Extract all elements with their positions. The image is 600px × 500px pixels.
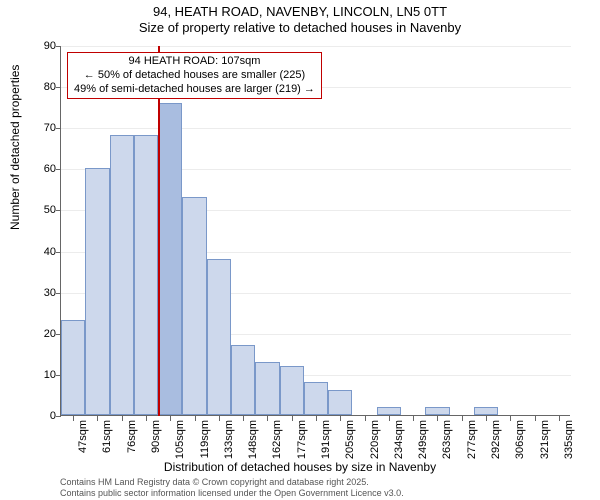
ytick-label: 80 (16, 81, 56, 93)
annotation-line-3: 49% of semi-detached houses are larger (… (74, 83, 315, 97)
ytick-label: 40 (16, 246, 56, 258)
gridline (61, 128, 571, 129)
xtick-mark (389, 416, 390, 421)
xtick-mark (316, 416, 317, 421)
title-line-2: Size of property relative to detached ho… (0, 20, 600, 36)
ytick-label: 50 (16, 204, 56, 216)
ytick-mark (56, 416, 61, 417)
bar (182, 197, 206, 415)
bar (158, 103, 182, 415)
ytick-mark (56, 169, 61, 170)
ytick-label: 20 (16, 328, 56, 340)
bar (231, 345, 255, 415)
xtick-mark (365, 416, 366, 421)
title-line-1: 94, HEATH ROAD, NAVENBY, LINCOLN, LN5 0T… (0, 4, 600, 20)
xtick-mark (559, 416, 560, 421)
xtick-mark (243, 416, 244, 421)
ytick-mark (56, 46, 61, 47)
footer-line-1: Contains HM Land Registry data © Crown c… (60, 477, 404, 487)
xtick-mark (73, 416, 74, 421)
xtick-mark (462, 416, 463, 421)
xtick-mark (146, 416, 147, 421)
bar (207, 259, 231, 415)
footer-line-2: Contains public sector information licen… (60, 488, 404, 498)
xtick-mark (219, 416, 220, 421)
ytick-mark (56, 252, 61, 253)
highlight-line (158, 46, 160, 416)
gridline (61, 46, 571, 47)
bar (328, 390, 352, 415)
annotation-box: 94 HEATH ROAD: 107sqm← 50% of detached h… (67, 52, 322, 99)
xtick-mark (486, 416, 487, 421)
x-axis-label: Distribution of detached houses by size … (0, 460, 600, 474)
bar (255, 362, 279, 415)
bar (304, 382, 328, 415)
xtick-mark (195, 416, 196, 421)
xtick-mark (97, 416, 98, 421)
ytick-label: 70 (16, 122, 56, 134)
xtick-mark (510, 416, 511, 421)
ytick-mark (56, 210, 61, 211)
bar (110, 135, 134, 415)
bar (85, 168, 109, 415)
ytick-mark (56, 87, 61, 88)
annotation-line-1: 94 HEATH ROAD: 107sqm (74, 55, 315, 69)
bar (134, 135, 158, 415)
chart: 010203040506070809047sqm61sqm76sqm90sqm1… (60, 46, 570, 416)
bar (425, 407, 449, 415)
ytick-label: 10 (16, 369, 56, 381)
xtick-mark (340, 416, 341, 421)
bar (474, 407, 498, 415)
ytick-label: 60 (16, 163, 56, 175)
annotation-line-2: ← 50% of detached houses are smaller (22… (74, 69, 315, 83)
xtick-mark (170, 416, 171, 421)
xtick-mark (413, 416, 414, 421)
ytick-mark (56, 293, 61, 294)
bar (377, 407, 401, 415)
xtick-mark (267, 416, 268, 421)
xtick-mark (122, 416, 123, 421)
ytick-label: 30 (16, 287, 56, 299)
ytick-label: 90 (16, 40, 56, 52)
footer-attribution: Contains HM Land Registry data © Crown c… (60, 477, 404, 498)
xtick-mark (437, 416, 438, 421)
ytick-label: 0 (16, 410, 56, 422)
bar (280, 366, 304, 415)
xtick-mark (292, 416, 293, 421)
bar (61, 320, 85, 415)
ytick-mark (56, 128, 61, 129)
xtick-mark (535, 416, 536, 421)
plot-area: 010203040506070809047sqm61sqm76sqm90sqm1… (60, 46, 570, 416)
